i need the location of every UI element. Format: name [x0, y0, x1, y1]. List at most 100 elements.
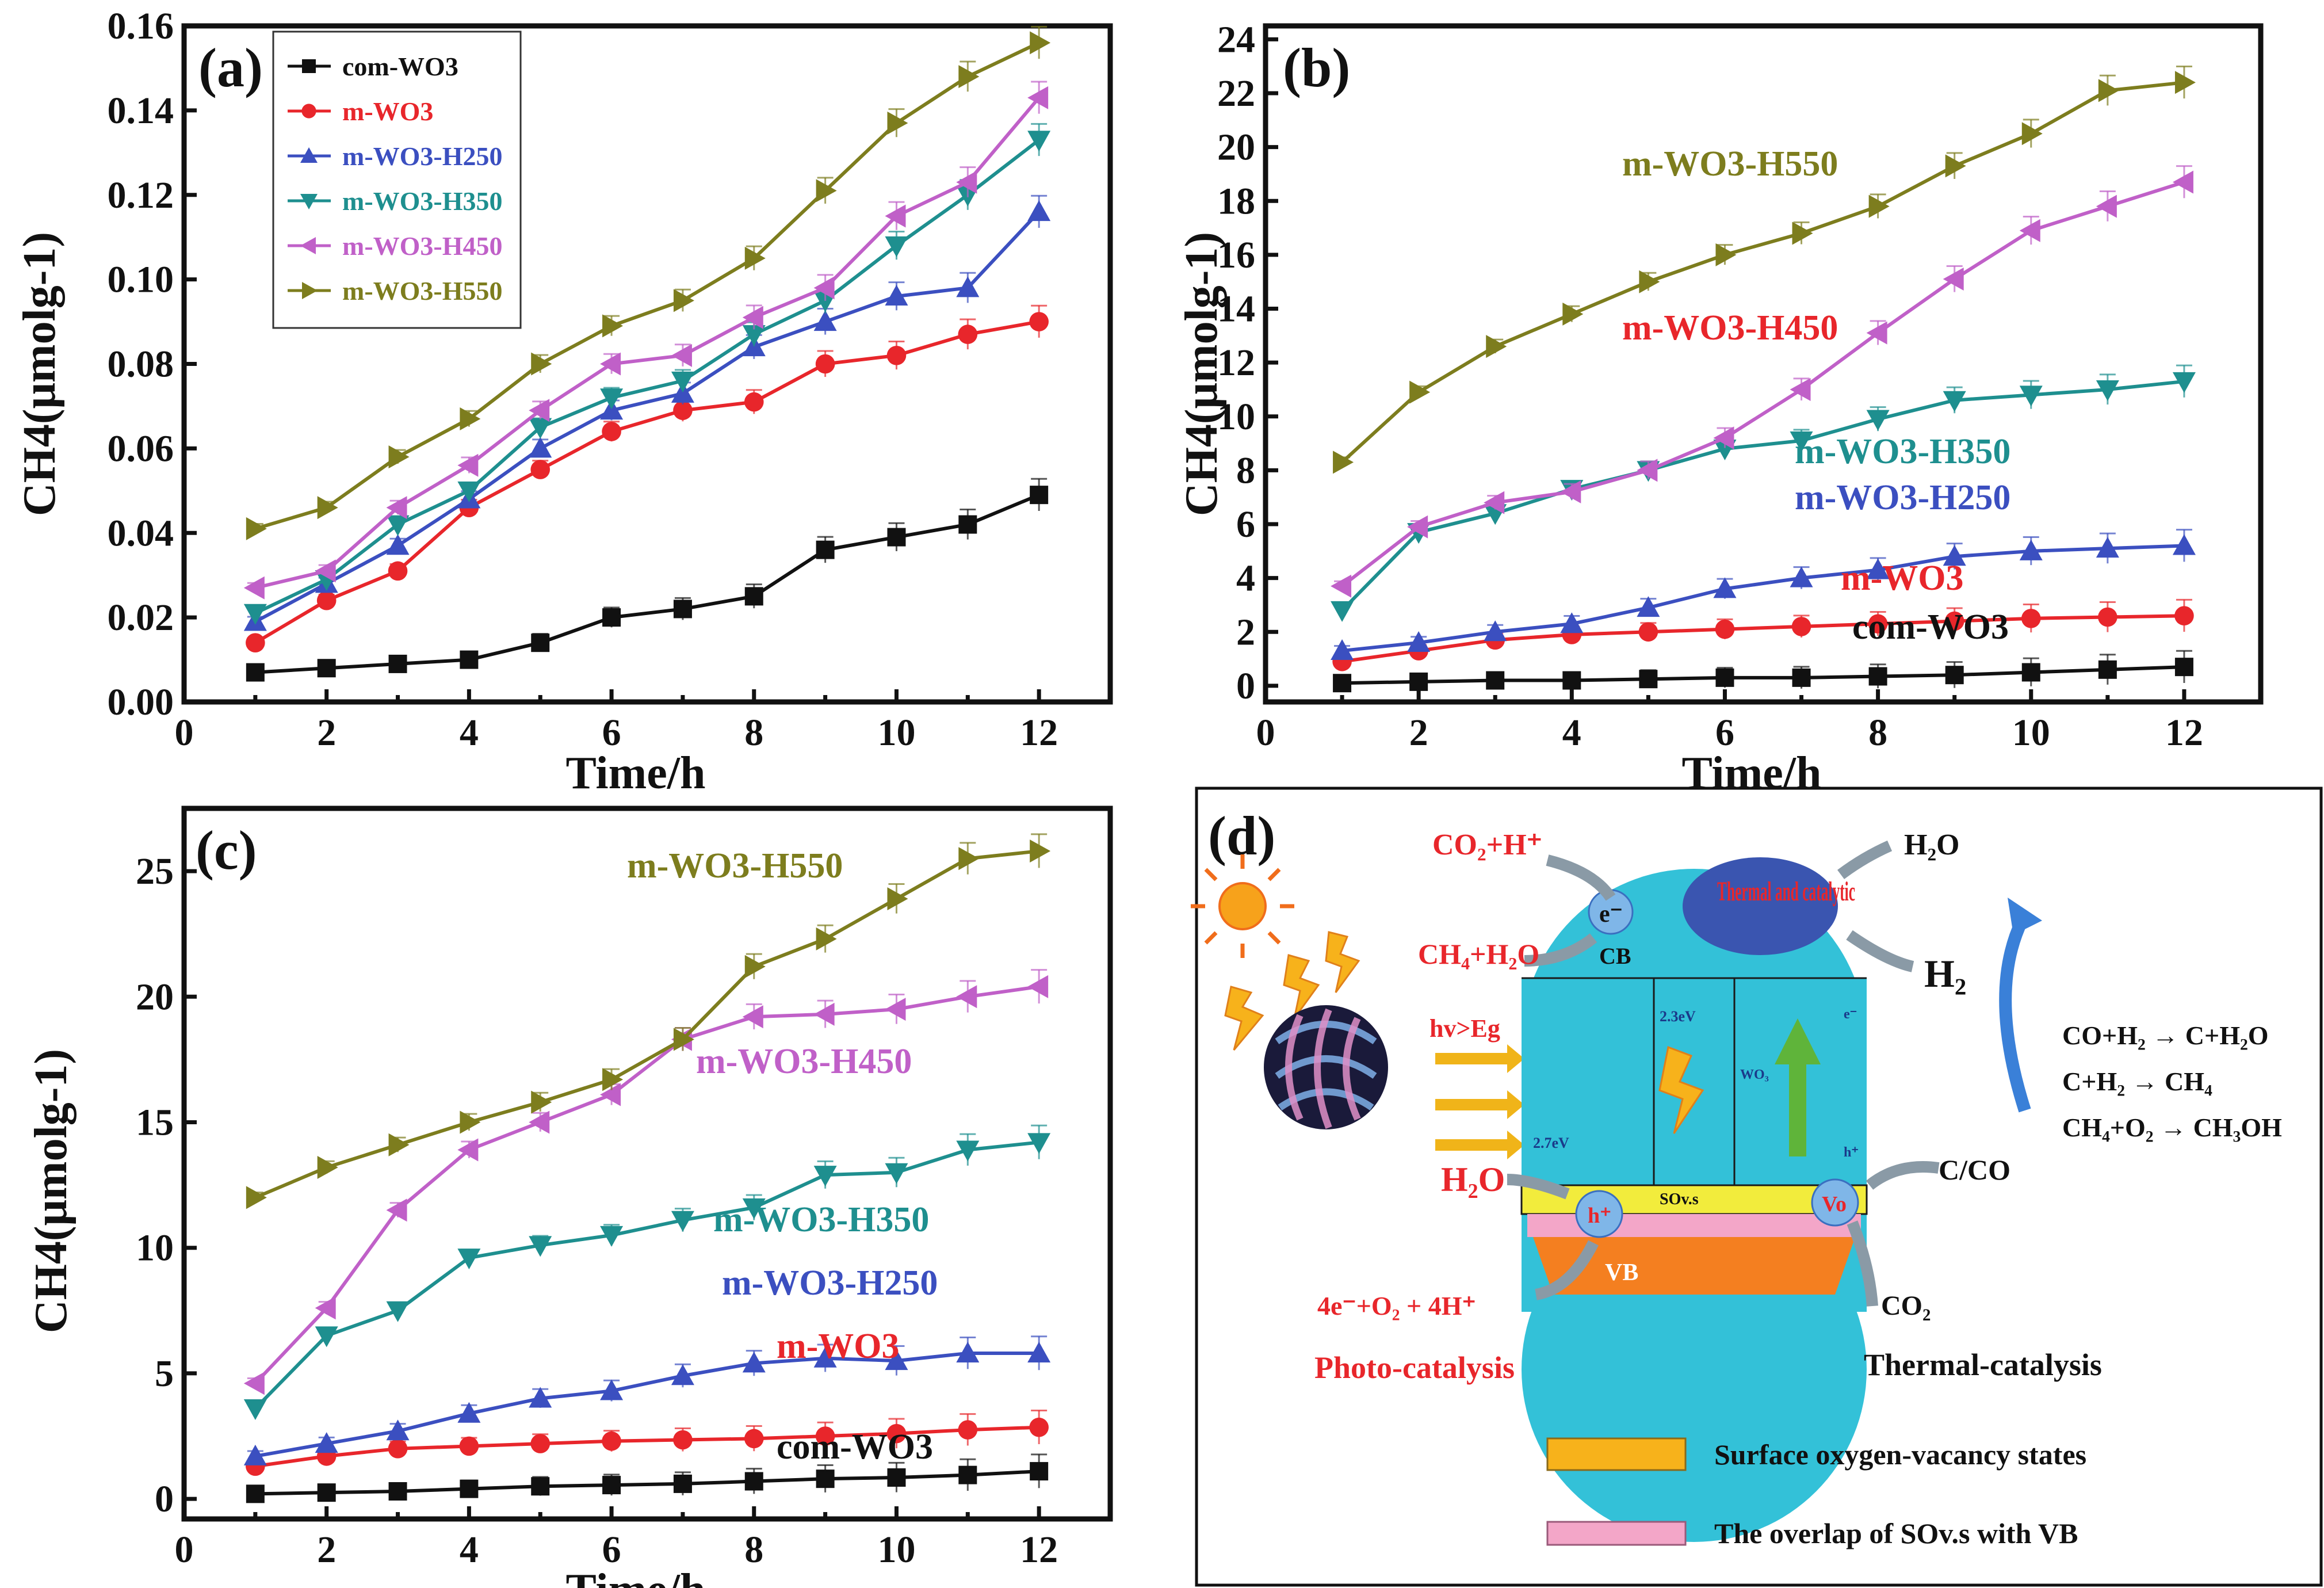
y-axis-label: CH4(μmolg-1): [1176, 232, 1227, 516]
data-point: [1868, 614, 1888, 634]
series-label: m-WO3-H250: [722, 1263, 938, 1303]
x-tick-label: 2: [317, 1529, 336, 1571]
y-tick-label: 15: [136, 1101, 174, 1143]
data-point: [388, 561, 408, 581]
data-point: [1027, 1133, 1051, 1154]
y-tick-label: 0: [155, 1478, 174, 1520]
data-point: [315, 559, 336, 583]
hv-label: hv>Eg: [1429, 1014, 1500, 1043]
y-tick-label: 0.10: [108, 259, 174, 301]
data-point: [886, 1423, 907, 1444]
plot-frame-c: [181, 806, 1113, 1522]
data-point: [1715, 619, 1735, 639]
series-label: com-WO3: [1852, 608, 2009, 647]
x-axis-label: Time/h: [565, 748, 705, 799]
data-point: [1943, 391, 1966, 412]
data-point: [243, 1444, 267, 1465]
data-point: [742, 1198, 766, 1219]
data-point: [457, 1249, 481, 1270]
data-point: [2172, 372, 2196, 393]
data-point: [1639, 270, 1660, 293]
data-point: [1407, 631, 1431, 652]
legend-marker: [300, 194, 318, 209]
series-line: [255, 1351, 1039, 1458]
data-point: [813, 1346, 837, 1368]
panel-a-chart: 0 2 4 6 8 10 12 0.00 0.02 0.04 0.06 0.08 0.10 0.12 0.1…: [0, 0, 1150, 799]
data-point: [1866, 321, 1887, 345]
data-point: [1560, 480, 1581, 503]
data-point: [885, 285, 908, 306]
series-m-WO3-H450: [1331, 165, 2193, 598]
data-point: [386, 496, 407, 520]
o2-eq-label: 4e⁻+O₂ + 4H⁺: [1317, 1291, 1476, 1320]
vb-band: [1533, 1237, 1855, 1295]
data-point: [885, 236, 908, 257]
data-point: [600, 1083, 621, 1106]
data-point: [956, 1140, 980, 1162]
legend-entry: m-WO3-H350: [342, 186, 503, 216]
data-point: [742, 306, 763, 329]
legend-entry: m-WO3-H450: [342, 231, 503, 261]
cb-label: CB: [1599, 943, 1631, 969]
data-point: [1638, 622, 1658, 642]
data-point: [1562, 302, 1584, 326]
data-point: [1868, 194, 1890, 218]
data-point: [2096, 194, 2117, 218]
series-label: m-WO3-H550: [627, 846, 843, 885]
x-tick-label: 8: [744, 1529, 763, 1571]
y-tick-label: 10: [1217, 396, 1255, 438]
data-point: [1713, 577, 1737, 598]
data-point: [885, 204, 906, 228]
data-point: [1333, 451, 1354, 474]
data-point: [2098, 79, 2119, 102]
data-point: [460, 1110, 481, 1134]
x-tick-label: 4: [460, 1529, 479, 1571]
data-point: [1484, 491, 1505, 514]
data-point: [386, 534, 410, 555]
y-tick-label: 10: [136, 1227, 174, 1269]
data-point: [816, 179, 837, 203]
y-tick-label: 22: [1217, 72, 1255, 114]
data-point: [1486, 335, 1507, 358]
y-tick-label: 25: [136, 850, 174, 892]
data-point: [529, 1236, 552, 1257]
series-label: m-WO3: [1841, 559, 1964, 598]
y-tick-label: 0.06: [108, 427, 174, 469]
data-point: [529, 399, 550, 422]
data-point: [2019, 219, 2040, 242]
series-m-WO3-H450: [243, 969, 1049, 1395]
h-small-label: h⁺: [1844, 1145, 1859, 1160]
legend-sovs-text: Surface oxygen-vacancy states: [1714, 1438, 2086, 1471]
data-point: [813, 310, 837, 331]
data-point: [1484, 620, 1507, 642]
data-point: [887, 528, 906, 547]
data-point: [742, 1005, 763, 1029]
series-line: [1341, 81, 2185, 464]
y-tick-label: 0.00: [108, 681, 174, 723]
data-point: [459, 1436, 479, 1456]
data-point: [1027, 131, 1051, 152]
data-point: [1029, 312, 1049, 331]
data-point: [958, 515, 977, 534]
catalyst-sphere-icon: [1264, 1005, 1388, 1129]
x-tick-label: 8: [1868, 712, 1887, 754]
series-m-WO3-H450: [243, 81, 1049, 600]
x-tick-label: 0: [175, 1529, 194, 1571]
data-point: [2174, 606, 2194, 625]
y-tick-label: 18: [1217, 180, 1255, 222]
data-point: [744, 1429, 764, 1449]
series-com-WO3: [1333, 650, 2193, 693]
data-point: [602, 1068, 624, 1091]
data-point: [600, 1379, 624, 1400]
data-point: [1945, 666, 1964, 685]
data-point: [1027, 975, 1049, 998]
small-bolt-icon: [1658, 1045, 1704, 1134]
data-point: [956, 1341, 980, 1362]
x-tick-label: 4: [1562, 712, 1581, 754]
data-point: [1029, 1417, 1049, 1437]
data-point: [671, 1211, 694, 1232]
data-point: [530, 460, 551, 479]
y-tick-label: 20: [136, 976, 174, 1018]
legend-marker: [302, 59, 316, 73]
series-line: [1341, 544, 2185, 653]
